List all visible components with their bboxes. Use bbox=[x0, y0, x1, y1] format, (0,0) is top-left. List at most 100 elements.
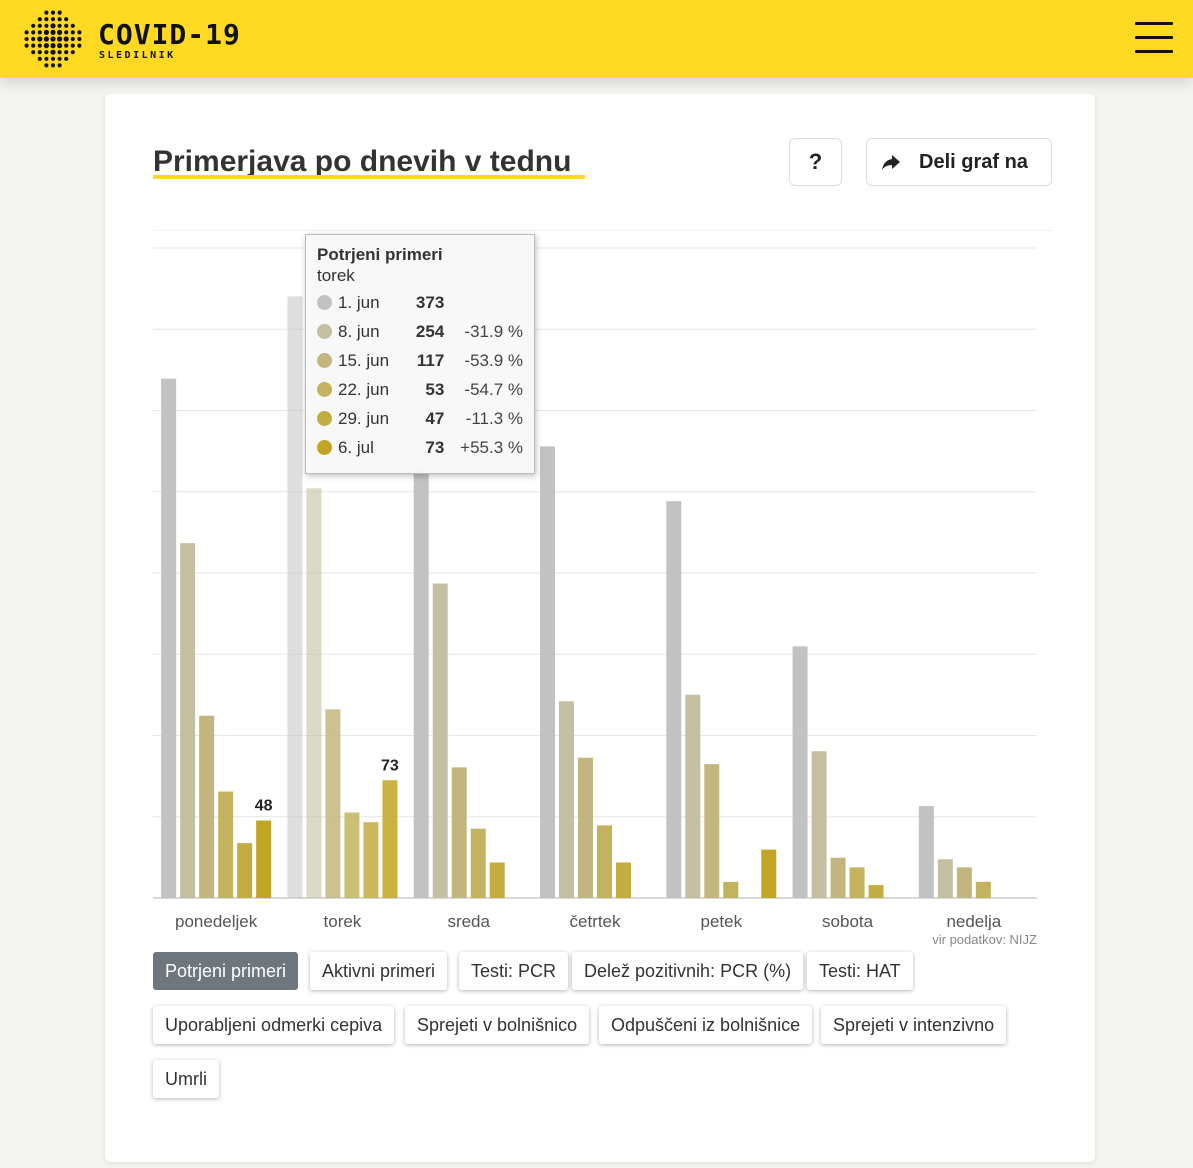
bar-petek-1-jun[interactable] bbox=[666, 501, 682, 898]
logo-dot bbox=[31, 30, 36, 35]
tab-aktivni-primeri[interactable]: Aktivni primeri bbox=[310, 952, 448, 990]
brand-title[interactable]: COVID-19 bbox=[98, 18, 241, 51]
bar-torek-6-jul[interactable] bbox=[382, 780, 398, 898]
logo-dot bbox=[50, 23, 56, 29]
bar-četrtek-29-jun[interactable] bbox=[616, 862, 631, 898]
logo-dot bbox=[50, 17, 56, 22]
bar-nedelja-1-jun[interactable] bbox=[918, 806, 934, 898]
logo-dot bbox=[50, 63, 56, 68]
logo-dots-icon[interactable] bbox=[22, 8, 84, 70]
logo-dot bbox=[44, 23, 49, 28]
logo-dot bbox=[57, 17, 62, 22]
bar-ponedeljek-6-jul[interactable] bbox=[256, 820, 272, 898]
logo-dot bbox=[24, 43, 29, 48]
logo-dot bbox=[50, 49, 56, 55]
tooltip-date: 22. jun bbox=[338, 379, 390, 399]
logo-dot bbox=[37, 50, 42, 55]
weekday-comparison-chart: ponedeljek torek sreda četrtek petek sobota ne… bbox=[153, 230, 1053, 930]
bar-torek-8-jun[interactable] bbox=[306, 488, 322, 898]
bar-sobota-29-jun[interactable] bbox=[868, 885, 884, 898]
chart-tooltip: Potrjeni primeri torek 1. jun 373 8. jun 25… bbox=[305, 234, 535, 474]
share-arrow-icon bbox=[882, 155, 900, 170]
bar-petek-8-jun[interactable] bbox=[685, 694, 701, 898]
bar-četrtek-8-jun[interactable] bbox=[559, 701, 574, 898]
bar-sobota-22-jun[interactable] bbox=[849, 867, 865, 898]
tab-testi-pcr[interactable]: Testi: PCR bbox=[459, 952, 569, 990]
logo-dot bbox=[64, 23, 69, 28]
bar-sreda-1-jun[interactable] bbox=[413, 467, 429, 898]
bar-ponedeljek-1-jun[interactable] bbox=[161, 378, 177, 898]
tab-uporabljeni-odmerki-cepiva[interactable]: Uporabljeni odmerki cepiva bbox=[153, 1006, 395, 1044]
logo-dot bbox=[24, 30, 29, 35]
bar-sreda-8-jun[interactable] bbox=[432, 583, 448, 898]
tooltip-percent-change: -31.9 % bbox=[464, 321, 523, 341]
bar-nedelja-15-jun[interactable] bbox=[956, 867, 972, 898]
bar-četrtek-15-jun[interactable] bbox=[578, 757, 593, 898]
logo-dot bbox=[64, 43, 69, 48]
logo-dot bbox=[77, 43, 82, 48]
hamburger-menu-icon[interactable] bbox=[1135, 20, 1175, 56]
bar-petek-6-jul[interactable] bbox=[761, 849, 777, 898]
bar-sreda-22-jun[interactable] bbox=[470, 828, 486, 898]
bar-torek-15-jun[interactable] bbox=[325, 709, 341, 898]
logo-dot bbox=[37, 43, 42, 48]
tooltip-date: 15. jun bbox=[338, 350, 390, 370]
bar-sreda-15-jun[interactable] bbox=[451, 767, 467, 898]
logo-dot bbox=[44, 50, 49, 55]
bar-group-nedelja[interactable] bbox=[918, 806, 991, 898]
logo-dot bbox=[57, 43, 63, 49]
tab-odpuščeni-iz-bolnišnice[interactable]: Odpuščeni iz bolnišnice bbox=[599, 1006, 813, 1044]
bar-četrtek-22-jun[interactable] bbox=[597, 825, 612, 898]
tooltip-value: 373 bbox=[415, 292, 445, 312]
bar-četrtek-1-jun[interactable] bbox=[540, 446, 555, 898]
tooltip-date: 8. jun bbox=[338, 321, 380, 341]
bar-nedelja-8-jun[interactable] bbox=[937, 859, 953, 898]
bar-sobota-15-jun[interactable] bbox=[830, 857, 846, 898]
bar-group-četrtek[interactable] bbox=[540, 446, 631, 898]
tab-umrli[interactable]: Umrli bbox=[153, 1060, 219, 1098]
bar-group-sreda[interactable] bbox=[413, 467, 505, 898]
bar-group-petek[interactable] bbox=[666, 501, 777, 898]
series-dot-icon bbox=[317, 411, 332, 426]
chart-title[interactable]: Primerjava po dnevih v tednu bbox=[153, 145, 572, 178]
bar-ponedeljek-8-jun[interactable] bbox=[180, 543, 196, 898]
share-button[interactable]: Deli graf na bbox=[866, 138, 1052, 186]
bar-petek-15-jun[interactable] bbox=[704, 764, 720, 898]
logo-dot bbox=[43, 36, 49, 42]
bar-torek-22-jun[interactable] bbox=[344, 812, 360, 898]
bar-torek-29-jun[interactable] bbox=[363, 822, 379, 898]
tooltip-value: 117 bbox=[416, 350, 445, 370]
logo-dot bbox=[37, 56, 42, 61]
tab-delež-pozitivnih-pcr[interactable]: Delež pozitivnih: PCR (%) bbox=[572, 952, 804, 990]
logo-dot bbox=[31, 43, 36, 48]
bar-torek-1-jun[interactable] bbox=[287, 296, 303, 898]
x-tick-label: petek bbox=[700, 912, 742, 930]
bar-sobota-8-jun[interactable] bbox=[811, 751, 827, 898]
bar-nedelja-22-jun[interactable] bbox=[975, 881, 991, 898]
x-tick-label: ponedeljek bbox=[175, 912, 258, 930]
bar-petek-22-jun[interactable] bbox=[723, 881, 739, 898]
bar-group-sobota[interactable] bbox=[792, 646, 884, 898]
tooltip-date: 1. jun bbox=[338, 292, 380, 312]
tab-sprejeti-v-intenzivno[interactable]: Sprejeti v intenzivno bbox=[821, 1006, 1007, 1044]
tooltip-title: Potrjeni primeri bbox=[317, 245, 443, 264]
bar-sreda-29-jun[interactable] bbox=[489, 862, 505, 898]
logo-dot bbox=[44, 63, 49, 68]
source-note: vir podatkov: NIJZ bbox=[932, 932, 1037, 947]
tooltip-row: 1. jun 373 bbox=[317, 288, 523, 317]
logo-dot bbox=[43, 43, 49, 49]
tooltip-value: 47 bbox=[425, 408, 445, 428]
bar-ponedeljek-15-jun[interactable] bbox=[199, 715, 215, 898]
tab-potrjeni-primeri[interactable]: Potrjeni primeri bbox=[153, 952, 299, 990]
logo-dot bbox=[44, 56, 49, 61]
bar-group-torek[interactable] bbox=[287, 296, 398, 898]
bar-group-ponedeljek[interactable] bbox=[161, 378, 272, 898]
bar-sobota-1-jun[interactable] bbox=[792, 646, 808, 898]
help-button[interactable]: ? bbox=[789, 138, 842, 186]
tab-testi-hat[interactable]: Testi: HAT bbox=[807, 952, 913, 990]
bar-ponedeljek-29-jun[interactable] bbox=[237, 843, 253, 898]
bar-ponedeljek-22-jun[interactable] bbox=[218, 791, 234, 898]
logo-dot bbox=[70, 50, 75, 55]
tab-sprejeti-v-bolnišnico[interactable]: Sprejeti v bolnišnico bbox=[405, 1006, 590, 1044]
logo-dot bbox=[50, 36, 56, 42]
